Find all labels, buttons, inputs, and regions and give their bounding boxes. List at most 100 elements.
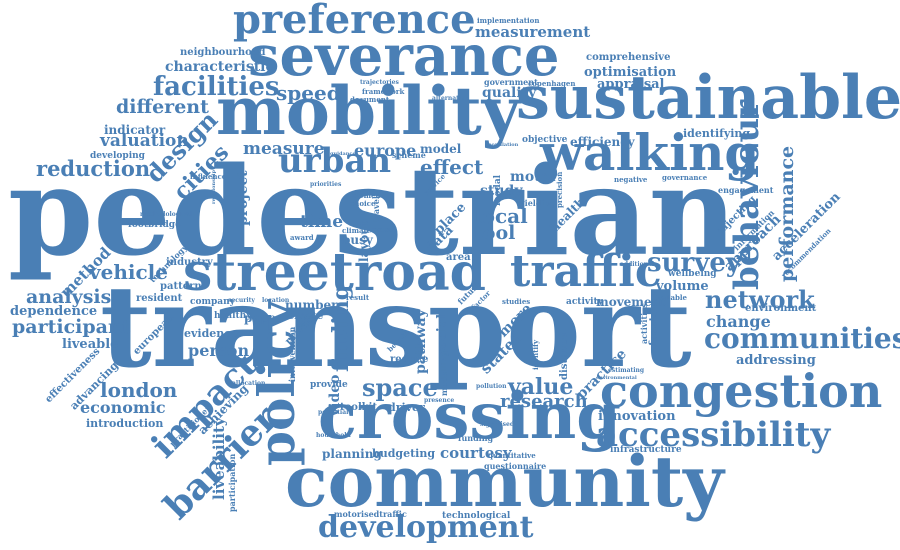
word-developing: developing bbox=[90, 151, 145, 161]
word-pollution: pollution bbox=[476, 383, 507, 390]
word-priorities: priorities bbox=[310, 181, 342, 188]
word-project: project bbox=[235, 170, 251, 226]
word-technological: technological bbox=[442, 511, 511, 521]
word-time: time bbox=[300, 212, 344, 232]
word-social: social bbox=[435, 313, 450, 356]
word-innovation: innovation bbox=[598, 409, 676, 424]
word-europe: europe bbox=[354, 141, 417, 160]
word-person: person bbox=[188, 341, 250, 360]
word-household: household bbox=[316, 432, 351, 439]
word-environmental: environmental bbox=[596, 375, 637, 381]
word-london: london bbox=[100, 378, 178, 402]
word-quality: quality bbox=[482, 85, 537, 101]
word-analysis: analysis bbox=[26, 286, 112, 308]
word-provide: provide bbox=[310, 380, 348, 390]
word-volume: volume bbox=[656, 279, 709, 294]
word-finding: finding bbox=[328, 284, 354, 372]
word-speed: speed bbox=[276, 81, 341, 105]
word-wellbeing: wellbeing bbox=[668, 269, 717, 279]
word-environment: environment bbox=[745, 303, 817, 314]
word-local: local bbox=[474, 204, 528, 228]
word-crossing: crossing bbox=[318, 379, 622, 454]
word-copenhagen: copenhagen bbox=[528, 79, 576, 88]
word-document: document bbox=[350, 95, 390, 104]
word-busy: busy bbox=[342, 233, 373, 247]
word-model: model bbox=[420, 142, 462, 156]
word-negative: negative bbox=[614, 175, 648, 184]
word-guidance: guidance bbox=[330, 151, 356, 157]
word-tool: tool bbox=[474, 222, 516, 244]
word-appraisal: appraisal bbox=[597, 77, 665, 92]
word-traffic: traffic bbox=[510, 246, 662, 297]
word-healthy: healthy bbox=[214, 311, 252, 321]
word-survey: survey bbox=[647, 248, 741, 278]
word-available: available bbox=[652, 293, 687, 302]
word-security: security bbox=[228, 297, 255, 304]
word-allocation: allocation bbox=[232, 380, 266, 387]
word-framework: framework bbox=[362, 87, 405, 96]
word-neighbourhood: neighbourhood bbox=[180, 47, 266, 58]
word-reduce: reduce bbox=[390, 354, 429, 365]
word-freetown: freetown bbox=[647, 291, 660, 346]
word-efficiency: efficiency bbox=[570, 135, 635, 149]
word-result: result bbox=[346, 293, 370, 302]
word-distance: distance bbox=[559, 332, 570, 380]
word-influence: influence bbox=[190, 172, 227, 181]
word-objective: objective bbox=[522, 135, 568, 145]
word-indicator: indicator bbox=[104, 123, 166, 137]
word-vehicle: vehicle bbox=[89, 260, 168, 284]
word-valuation: valuation bbox=[100, 131, 189, 151]
word-development: development bbox=[318, 510, 534, 545]
word-additional: additional bbox=[620, 261, 655, 268]
word-signalised: signalised bbox=[480, 421, 515, 428]
word-scheme: scheme bbox=[392, 150, 426, 160]
word-cross: cross bbox=[372, 225, 393, 234]
word-value: value bbox=[508, 374, 574, 400]
word-precision: precision bbox=[555, 171, 564, 208]
word-participant: participant bbox=[12, 316, 131, 338]
word-courtesy: courtesy bbox=[440, 444, 512, 462]
word-sustainable: sustainable bbox=[516, 63, 900, 133]
word-company: company bbox=[190, 297, 235, 307]
word-space: space bbox=[362, 373, 438, 402]
word-activities: activities bbox=[639, 303, 649, 344]
word-resident: resident bbox=[136, 293, 183, 304]
word-number: number bbox=[285, 298, 338, 312]
word-pedestrian: pedestrian bbox=[8, 139, 738, 283]
word-element: element bbox=[352, 191, 384, 200]
word-trajectories: trajectories bbox=[360, 79, 399, 86]
word-identify: identify bbox=[531, 339, 540, 370]
word-study: study bbox=[480, 183, 523, 199]
word-urban: urban bbox=[278, 141, 392, 181]
word-motorisedtraffic: motorisedtraffic bbox=[334, 509, 407, 519]
word-create: create bbox=[288, 311, 324, 322]
word-questionnaire: questionnaire bbox=[484, 461, 547, 471]
word-measure: measure bbox=[243, 139, 325, 159]
word-government: government bbox=[484, 77, 538, 87]
word-pathway: pathway bbox=[413, 309, 429, 374]
word-measurement: measurement bbox=[475, 23, 591, 41]
word-liveable: liveable bbox=[62, 337, 119, 352]
word-methodological: methodological bbox=[140, 211, 193, 218]
word-governance: governance bbox=[662, 173, 708, 182]
word-planning: planning bbox=[322, 447, 382, 461]
word-award: award bbox=[290, 233, 314, 242]
word-engagement: engagement bbox=[718, 185, 774, 195]
word-budgeting: budgeting bbox=[372, 447, 436, 460]
word-area: area bbox=[446, 252, 471, 263]
word-dependence: dependence bbox=[10, 304, 98, 319]
word-addressing: addressing bbox=[736, 353, 816, 368]
word-optimisation: optimisation bbox=[584, 65, 677, 80]
word-economic: economic bbox=[80, 398, 166, 417]
word-yielding: yielding bbox=[520, 198, 556, 208]
word-toolkit: toolkit bbox=[340, 402, 378, 413]
word-alternative: alternative bbox=[432, 95, 469, 102]
word-mobility: mobility bbox=[216, 72, 521, 150]
word-choice: choice bbox=[350, 199, 376, 208]
word-location: location bbox=[262, 297, 290, 304]
word-motor: motor bbox=[510, 169, 558, 185]
word-population: population bbox=[488, 142, 519, 148]
word-evidence: evidence bbox=[184, 327, 238, 340]
word-potential: potential bbox=[318, 409, 349, 416]
